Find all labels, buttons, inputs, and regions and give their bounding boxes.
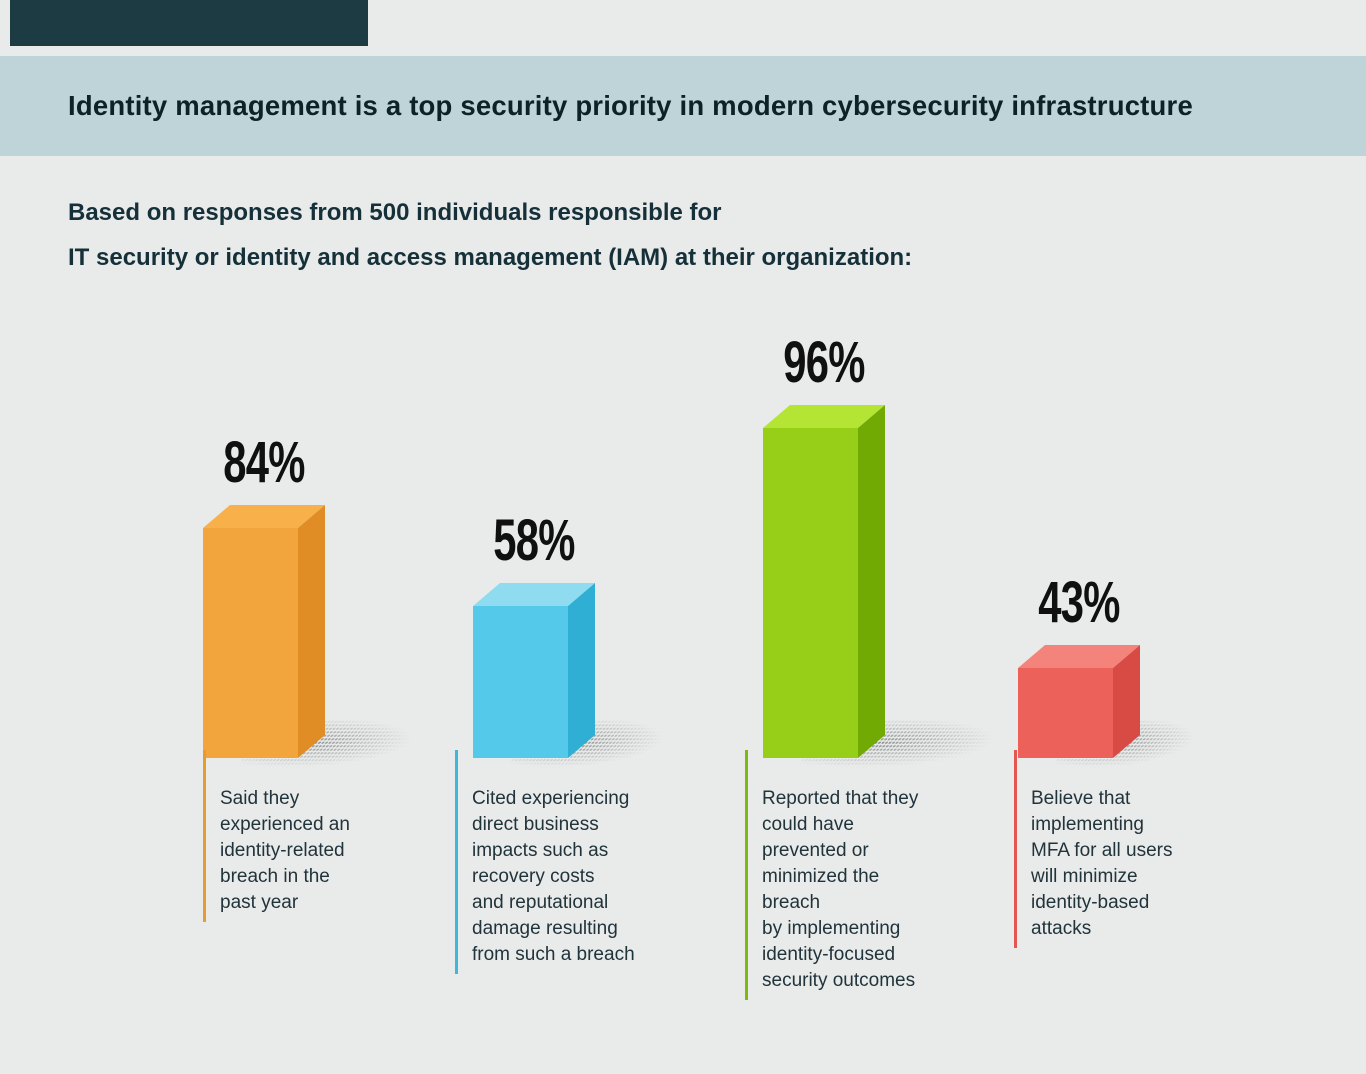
bar-top-face <box>763 405 885 428</box>
bar-caption: Reported that they could have prevented … <box>745 750 994 1000</box>
bar-front-face <box>1018 668 1113 758</box>
bar-top-face <box>203 505 325 528</box>
bar-front-face <box>763 428 858 758</box>
bar-3d <box>763 405 885 758</box>
bar-caption: Believe that implementing MFA for all us… <box>1014 750 1263 948</box>
subtitle-line-2: IT security or identity and access manag… <box>68 244 913 271</box>
bar-3d <box>1018 645 1140 758</box>
page-title: Identity management is a top security pr… <box>68 90 1193 121</box>
bar-value-label: 43% <box>1038 570 1120 635</box>
bar-shadow <box>1048 720 1221 770</box>
bar-top-face <box>473 583 595 606</box>
bar-value-label: 96% <box>783 330 865 395</box>
bar-caption: Said they experienced an identity-relate… <box>203 750 452 922</box>
bar-value-label: 58% <box>493 508 575 573</box>
bar-front-face <box>473 606 568 758</box>
subtitle-line-1: Based on responses from 500 individuals … <box>68 199 722 226</box>
bar-value-label: 84% <box>223 430 305 495</box>
bar-3d <box>473 583 595 758</box>
bar-side-face <box>858 405 885 758</box>
bar-side-face <box>1113 645 1140 758</box>
bar-3d <box>203 505 325 758</box>
bar-top-face <box>1018 645 1140 668</box>
bar-shadow <box>503 720 691 770</box>
bar-side-face <box>568 583 595 758</box>
top-accent-bar <box>10 0 368 46</box>
bar-caption: Cited experiencing direct business impac… <box>455 750 704 974</box>
subtitle: Based on responses from 500 individuals … <box>68 190 912 280</box>
bar-shadow <box>233 720 441 770</box>
title-banner: Identity management is a top security pr… <box>0 56 1366 156</box>
bar-side-face <box>298 505 325 758</box>
bar-shadow <box>793 720 1026 770</box>
bar-front-face <box>203 528 298 758</box>
